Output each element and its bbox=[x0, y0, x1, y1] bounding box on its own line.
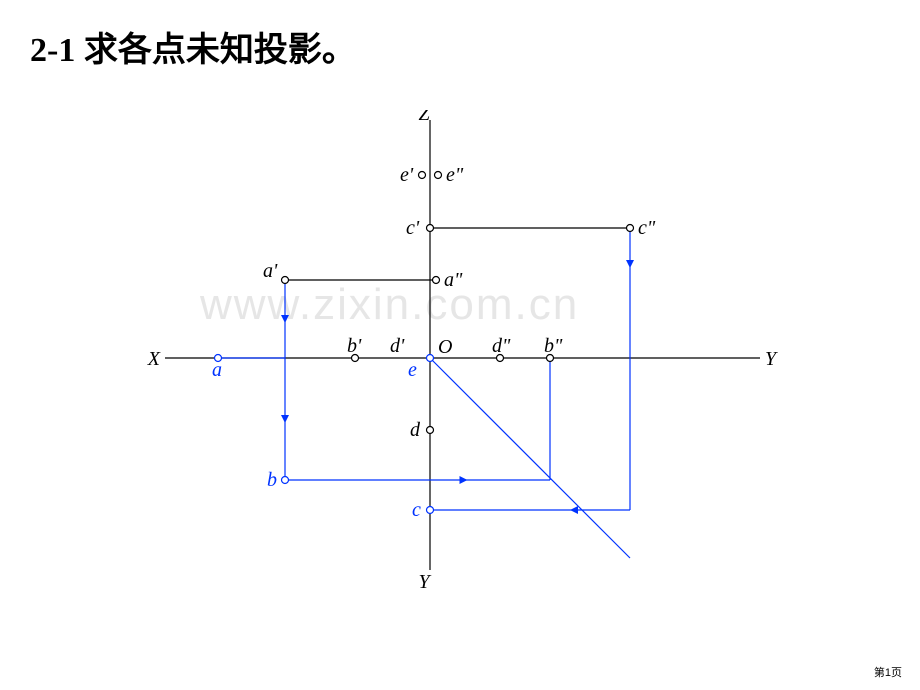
label-X: X bbox=[147, 348, 161, 370]
label-b_prime: b' bbox=[347, 335, 362, 357]
label-d_prime: d' bbox=[390, 335, 405, 357]
label-e_double: e" bbox=[446, 164, 464, 186]
label-a_prime: a' bbox=[263, 260, 278, 282]
label-Y-bottom: Y bbox=[418, 571, 431, 593]
label-a: a bbox=[212, 359, 222, 381]
point-e_prime bbox=[419, 172, 426, 179]
point-c_prime bbox=[427, 225, 434, 232]
label-d_double: d" bbox=[492, 335, 511, 357]
label-b: b bbox=[267, 469, 277, 491]
label-O: O bbox=[438, 336, 452, 358]
label-c_prime: c' bbox=[406, 217, 420, 239]
point-e_double bbox=[435, 172, 442, 179]
point-d bbox=[427, 427, 434, 434]
arrow-head bbox=[281, 315, 289, 323]
arrow-head bbox=[281, 415, 289, 423]
arrow-head bbox=[460, 476, 468, 484]
arrow-head bbox=[626, 260, 634, 268]
page-title: 2-1 求各点未知投影。 bbox=[30, 22, 356, 71]
point-b bbox=[282, 477, 289, 484]
label-a_double: a" bbox=[444, 269, 463, 291]
point-c bbox=[427, 507, 434, 514]
label-b_double: b" bbox=[544, 335, 563, 357]
projection-diagram: X Y Z Y Oa' b' c' d" e' e" a" b" c" d d' a b c e bbox=[140, 110, 780, 600]
origin-marker bbox=[427, 355, 434, 362]
label-c_double: c" bbox=[638, 217, 656, 239]
page-number: 第1页 bbox=[874, 664, 902, 680]
label-Y-right: Y bbox=[765, 348, 778, 370]
blue-line-7 bbox=[430, 358, 630, 558]
label-e_prime: e' bbox=[400, 164, 414, 186]
label-Z: Z bbox=[418, 110, 430, 125]
arrow-head bbox=[570, 506, 578, 514]
point-c_double bbox=[627, 225, 634, 232]
label-d: d bbox=[410, 419, 421, 441]
point-a_double bbox=[433, 277, 440, 284]
label-c: c bbox=[412, 499, 421, 521]
label-e: e bbox=[408, 359, 417, 381]
point-a_prime bbox=[282, 277, 289, 284]
